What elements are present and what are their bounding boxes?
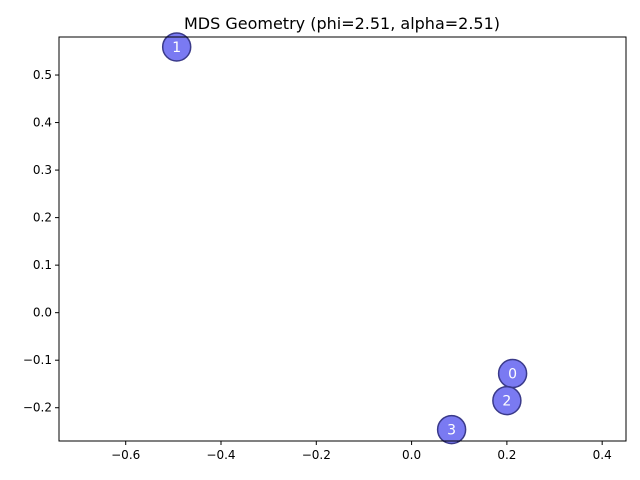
data-point-marker xyxy=(492,385,522,416)
data-point-marker xyxy=(161,32,192,62)
plot-area-frame xyxy=(58,36,627,442)
data-point-label: 3 xyxy=(447,423,456,439)
x-tick-label: 0.4 xyxy=(593,448,612,462)
y-tick-label: 0.5 xyxy=(33,68,52,82)
axis-ticks: −0.6 −0.4 −0.2 0.0 0.2 0.4 −0.2 −0.1 0.0 0.1 0.2 0.… xyxy=(23,68,612,462)
y-tick-label: −0.1 xyxy=(23,353,52,367)
x-tick-label: 0.0 xyxy=(402,448,421,462)
data-point-label: 1 xyxy=(172,40,181,56)
x-tick-label: −0.2 xyxy=(302,448,331,462)
y-tick-label: 0.2 xyxy=(33,211,52,225)
data-point-marker xyxy=(436,414,467,445)
y-tick-label: 0.3 xyxy=(33,163,52,177)
data-points: 0 1 2 3 xyxy=(161,32,528,445)
y-tick-label: −0.2 xyxy=(23,401,52,415)
y-tick-label: 0.4 xyxy=(33,116,52,130)
x-tick-label: −0.4 xyxy=(206,448,235,462)
y-tick-label: 0.1 xyxy=(33,258,52,272)
chart-title: MDS Geometry (phi=2.51, alpha=2.51) xyxy=(184,14,500,33)
x-tick-label: 0.2 xyxy=(497,448,516,462)
y-tick-label: 0.0 xyxy=(33,306,52,320)
data-point-label: 0 xyxy=(508,367,517,383)
x-tick-label: −0.6 xyxy=(111,448,140,462)
data-point-label: 2 xyxy=(502,394,511,410)
